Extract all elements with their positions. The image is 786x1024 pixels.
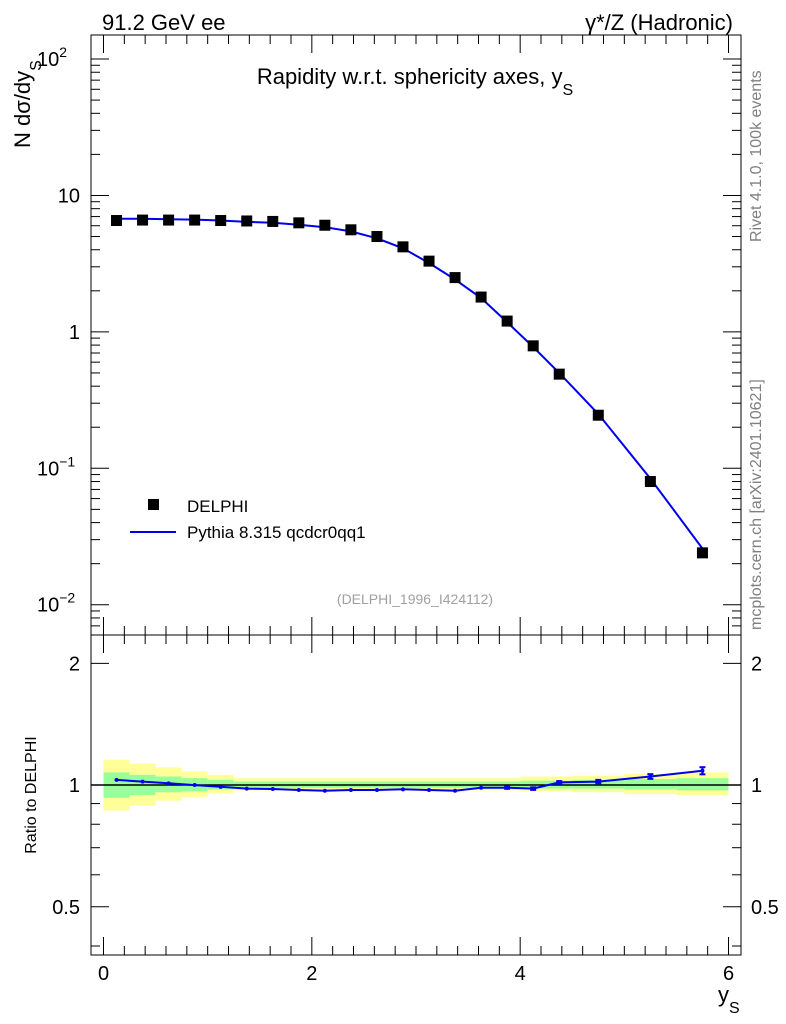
ratio-point [296, 788, 301, 793]
main-title: Rapidity w.r.t. sphericity axes, yS [257, 64, 573, 99]
delphi-point [111, 215, 123, 227]
ratio-point [348, 788, 353, 793]
x-tick-label: 6 [723, 963, 734, 985]
ratio-y-tick-label-right: 1 [751, 775, 762, 797]
ratio-point [244, 786, 249, 791]
main-y-tick-label-base: 10 [58, 185, 80, 207]
main-y-tick-label-base: 10 [37, 595, 59, 617]
ratio-point [140, 779, 145, 784]
mcplots-label: mcplots.cern.ch [arXiv:2401.10621] [748, 379, 765, 630]
main-y-tick-label-exp: −1 [59, 453, 75, 469]
main-y-tick-label: 10−2 [37, 590, 75, 617]
x-axis-label: yS [718, 982, 740, 1017]
ratio-band-green [624, 779, 677, 790]
main-y-tick-label-base: 1 [69, 322, 80, 344]
main-y-tick-label: 102 [37, 44, 67, 71]
ratio-point [453, 788, 458, 793]
ratio-point [166, 781, 171, 786]
main-ylabel: N dσ/dyS [10, 60, 45, 148]
delphi-point [696, 547, 708, 559]
main-marks [111, 214, 708, 559]
ratio-y-tick-label-left: 1 [69, 775, 80, 797]
x-axis-label-sub: S [729, 1000, 740, 1017]
x-axis-label-text: y [718, 982, 729, 1007]
ratio-point [114, 777, 119, 782]
ratio-y-tick-label-right: 2 [751, 653, 762, 675]
delphi-point [397, 241, 409, 253]
ratio-y-tick-label-left: 2 [69, 653, 80, 675]
delphi-point [189, 214, 201, 226]
ratio-y-tick-label-left: 0.5 [52, 897, 80, 919]
main-y-tick-label: 10 [58, 185, 80, 207]
legend: DELPHI Pythia 8.315 qcdcr0qq1 [130, 497, 366, 542]
main-title-text: Rapidity w.r.t. sphericity axes, y [257, 64, 563, 89]
ratio-y-tick-label-right: 0.5 [751, 897, 779, 919]
x-tick-label: 4 [515, 963, 526, 985]
main-frame [90, 34, 742, 636]
legend-label-pythia: Pythia 8.315 qcdcr0qq1 [187, 523, 366, 542]
ratio-point [505, 785, 510, 790]
x-tick-label: 0 [98, 963, 109, 985]
ratio-ylabel: Ratio to DELPHI [23, 736, 40, 853]
delphi-point [592, 409, 604, 421]
ratio-point [374, 788, 379, 793]
delphi-point [527, 340, 539, 352]
delphi-point [475, 291, 487, 303]
delphi-point [423, 255, 435, 267]
main-y-tick-label-exp: −2 [59, 590, 75, 606]
delphi-point [345, 224, 357, 236]
legend-label-delphi: DELPHI [187, 497, 248, 516]
main-title-sub: S [563, 82, 574, 99]
watermark: (DELPHI_1996_I424112) [337, 591, 493, 607]
main-y-tick-label-exp: 2 [59, 44, 67, 60]
main-y-tick-label-base: 10 [37, 458, 59, 480]
main-ylabel-text: N dσ/dy [10, 71, 35, 148]
ratio-point [596, 779, 601, 784]
delphi-point [644, 476, 656, 488]
ratio-point [531, 786, 536, 791]
rivet-label: Rivet 4.1.0, 100k events [748, 70, 765, 242]
ratio-point [427, 788, 432, 793]
ratio-point [700, 768, 705, 773]
ratio-point [192, 783, 197, 788]
delphi-point [241, 215, 253, 227]
ratio-point [648, 774, 653, 779]
ratio-ticks: 0.5 0.5 1 1 2 2 0 2 4 6 [52, 635, 779, 985]
ratio-point [400, 787, 405, 792]
delphi-point [319, 219, 331, 231]
main-ylabel-sub: S [28, 60, 45, 71]
ratio-point [557, 780, 562, 785]
delphi-point [215, 215, 227, 227]
ratio-point [270, 786, 275, 791]
main-y-tick-label-base: 10 [37, 49, 59, 71]
main-y-tick-label: 10−1 [37, 453, 75, 480]
header-left: 91.2 GeV ee [102, 10, 226, 35]
ratio-point [322, 788, 327, 793]
delphi-point [267, 215, 279, 227]
ratio-band-green [676, 778, 729, 791]
delphi-point [449, 272, 461, 284]
ratio-panel: 0.5 0.5 1 1 2 2 0 2 4 6 Ratio to DELPHI yS [23, 634, 779, 1017]
x-tick-label: 2 [306, 963, 317, 985]
delphi-point [163, 214, 175, 226]
legend-marker-delphi [148, 499, 159, 510]
ratio-point [479, 785, 484, 790]
ratio-marks [114, 766, 706, 793]
ratio-point [218, 784, 223, 789]
delphi-point [137, 214, 149, 226]
delphi-point [501, 315, 513, 327]
delphi-point [371, 231, 383, 243]
delphi-point [293, 217, 305, 229]
ratio-frame [90, 634, 742, 956]
main-y-tick-label: 1 [69, 322, 80, 344]
delphi-point [553, 368, 565, 380]
header-right: γ*/Z (Hadronic) [585, 10, 733, 35]
